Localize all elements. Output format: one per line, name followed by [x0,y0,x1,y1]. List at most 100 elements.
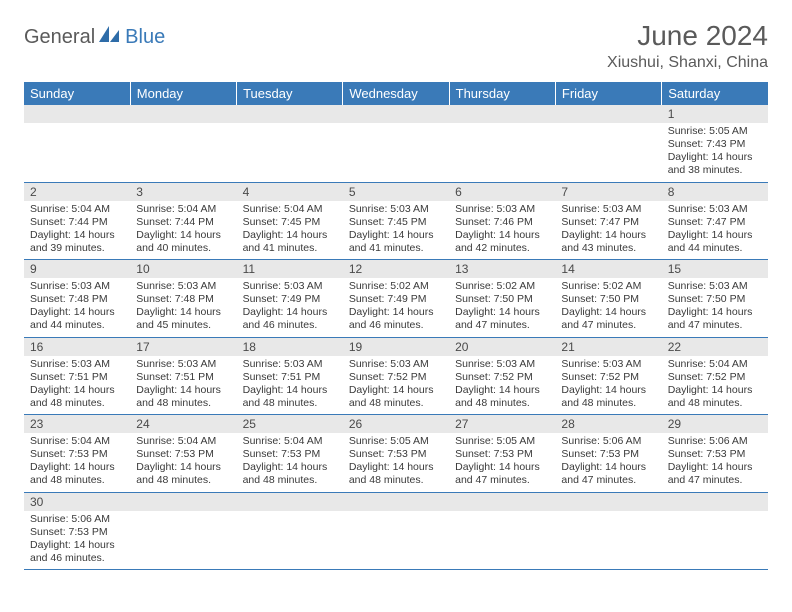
calendar-day-cell: 26Sunrise: 5:05 AMSunset: 7:53 PMDayligh… [343,415,449,493]
logo-sail-icon [99,26,121,49]
calendar-day-cell: 22Sunrise: 5:04 AMSunset: 7:52 PMDayligh… [662,337,768,415]
calendar-day-cell: 27Sunrise: 5:05 AMSunset: 7:53 PMDayligh… [449,415,555,493]
calendar-day-cell: 8Sunrise: 5:03 AMSunset: 7:47 PMDaylight… [662,182,768,260]
day-info: Sunrise: 5:06 AMSunset: 7:53 PMDaylight:… [662,433,768,492]
calendar-day-cell: 30Sunrise: 5:06 AMSunset: 7:53 PMDayligh… [24,492,130,570]
day-number: 5 [343,183,449,201]
day-info: Sunrise: 5:03 AMSunset: 7:47 PMDaylight:… [662,201,768,260]
calendar-day-cell: 6Sunrise: 5:03 AMSunset: 7:46 PMDaylight… [449,182,555,260]
day-number: 12 [343,260,449,278]
day-number: 30 [24,493,130,511]
calendar-page: GeneralBlue June 2024 Xiushui, Shanxi, C… [0,0,792,590]
calendar-day-cell: 17Sunrise: 5:03 AMSunset: 7:51 PMDayligh… [130,337,236,415]
day-number: 6 [449,183,555,201]
calendar-day-cell: 3Sunrise: 5:04 AMSunset: 7:44 PMDaylight… [130,182,236,260]
weekday-header: Friday [555,82,661,105]
calendar-day-cell: 18Sunrise: 5:03 AMSunset: 7:51 PMDayligh… [237,337,343,415]
day-info: Sunrise: 5:03 AMSunset: 7:50 PMDaylight:… [662,278,768,337]
calendar-week-row: 1Sunrise: 5:05 AMSunset: 7:43 PMDaylight… [24,105,768,182]
day-number: 11 [237,260,343,278]
day-number: 22 [662,338,768,356]
calendar-day-cell: 10Sunrise: 5:03 AMSunset: 7:48 PMDayligh… [130,260,236,338]
day-number: 7 [555,183,661,201]
day-info: Sunrise: 5:06 AMSunset: 7:53 PMDaylight:… [24,511,130,570]
calendar-day-cell: 28Sunrise: 5:06 AMSunset: 7:53 PMDayligh… [555,415,661,493]
calendar-week-row: 23Sunrise: 5:04 AMSunset: 7:53 PMDayligh… [24,415,768,493]
calendar-day-cell: 20Sunrise: 5:03 AMSunset: 7:52 PMDayligh… [449,337,555,415]
day-number: 15 [662,260,768,278]
calendar-day-cell: 29Sunrise: 5:06 AMSunset: 7:53 PMDayligh… [662,415,768,493]
calendar-day-cell: 12Sunrise: 5:02 AMSunset: 7:49 PMDayligh… [343,260,449,338]
day-number: 21 [555,338,661,356]
calendar-week-row: 2Sunrise: 5:04 AMSunset: 7:44 PMDaylight… [24,182,768,260]
day-info: Sunrise: 5:04 AMSunset: 7:53 PMDaylight:… [130,433,236,492]
day-info: Sunrise: 5:04 AMSunset: 7:53 PMDaylight:… [237,433,343,492]
calendar-table: Sunday Monday Tuesday Wednesday Thursday… [24,82,768,570]
calendar-day-cell: 5Sunrise: 5:03 AMSunset: 7:45 PMDaylight… [343,182,449,260]
calendar-day-cell [662,492,768,570]
logo: GeneralBlue [24,26,165,49]
weekday-header: Tuesday [237,82,343,105]
day-number: 28 [555,415,661,433]
calendar-day-cell: 9Sunrise: 5:03 AMSunset: 7:48 PMDaylight… [24,260,130,338]
day-number: 4 [237,183,343,201]
day-number: 10 [130,260,236,278]
day-info: Sunrise: 5:03 AMSunset: 7:47 PMDaylight:… [555,201,661,260]
day-info: Sunrise: 5:04 AMSunset: 7:53 PMDaylight:… [24,433,130,492]
location-text: Xiushui, Shanxi, China [607,54,768,72]
calendar-week-row: 9Sunrise: 5:03 AMSunset: 7:48 PMDaylight… [24,260,768,338]
calendar-day-cell [24,105,130,182]
calendar-day-cell: 1Sunrise: 5:05 AMSunset: 7:43 PMDaylight… [662,105,768,182]
day-number: 24 [130,415,236,433]
calendar-day-cell: 13Sunrise: 5:02 AMSunset: 7:50 PMDayligh… [449,260,555,338]
day-info: Sunrise: 5:03 AMSunset: 7:48 PMDaylight:… [130,278,236,337]
day-info: Sunrise: 5:03 AMSunset: 7:49 PMDaylight:… [237,278,343,337]
day-number: 3 [130,183,236,201]
calendar-day-cell [555,105,661,182]
calendar-day-cell: 23Sunrise: 5:04 AMSunset: 7:53 PMDayligh… [24,415,130,493]
day-number: 26 [343,415,449,433]
day-number: 8 [662,183,768,201]
calendar-day-cell: 21Sunrise: 5:03 AMSunset: 7:52 PMDayligh… [555,337,661,415]
day-number: 18 [237,338,343,356]
day-number: 19 [343,338,449,356]
day-info: Sunrise: 5:04 AMSunset: 7:45 PMDaylight:… [237,201,343,260]
calendar-week-row: 16Sunrise: 5:03 AMSunset: 7:51 PMDayligh… [24,337,768,415]
calendar-day-cell: 24Sunrise: 5:04 AMSunset: 7:53 PMDayligh… [130,415,236,493]
day-info: Sunrise: 5:05 AMSunset: 7:53 PMDaylight:… [449,433,555,492]
calendar-day-cell [130,492,236,570]
day-info: Sunrise: 5:04 AMSunset: 7:44 PMDaylight:… [24,201,130,260]
day-info: Sunrise: 5:04 AMSunset: 7:44 PMDaylight:… [130,201,236,260]
calendar-day-cell [237,492,343,570]
day-number: 14 [555,260,661,278]
day-number: 27 [449,415,555,433]
day-info: Sunrise: 5:02 AMSunset: 7:50 PMDaylight:… [555,278,661,337]
weekday-header: Thursday [449,82,555,105]
day-number: 2 [24,183,130,201]
calendar-day-cell [449,105,555,182]
title-block: June 2024 Xiushui, Shanxi, China [607,20,768,72]
day-info: Sunrise: 5:03 AMSunset: 7:52 PMDaylight:… [555,356,661,415]
day-number: 16 [24,338,130,356]
day-info: Sunrise: 5:04 AMSunset: 7:52 PMDaylight:… [662,356,768,415]
day-info: Sunrise: 5:03 AMSunset: 7:46 PMDaylight:… [449,201,555,260]
day-info: Sunrise: 5:02 AMSunset: 7:49 PMDaylight:… [343,278,449,337]
calendar-day-cell [343,492,449,570]
calendar-day-cell: 19Sunrise: 5:03 AMSunset: 7:52 PMDayligh… [343,337,449,415]
day-info: Sunrise: 5:03 AMSunset: 7:51 PMDaylight:… [130,356,236,415]
day-info: Sunrise: 5:06 AMSunset: 7:53 PMDaylight:… [555,433,661,492]
calendar-day-cell [449,492,555,570]
calendar-day-cell [343,105,449,182]
day-info: Sunrise: 5:05 AMSunset: 7:53 PMDaylight:… [343,433,449,492]
day-number: 25 [237,415,343,433]
day-info: Sunrise: 5:03 AMSunset: 7:51 PMDaylight:… [237,356,343,415]
logo-text-general: General [24,26,95,49]
weekday-header: Monday [130,82,236,105]
day-number: 20 [449,338,555,356]
calendar-day-cell: 7Sunrise: 5:03 AMSunset: 7:47 PMDaylight… [555,182,661,260]
day-info: Sunrise: 5:02 AMSunset: 7:50 PMDaylight:… [449,278,555,337]
calendar-day-cell: 14Sunrise: 5:02 AMSunset: 7:50 PMDayligh… [555,260,661,338]
day-info: Sunrise: 5:03 AMSunset: 7:51 PMDaylight:… [24,356,130,415]
calendar-day-cell: 25Sunrise: 5:04 AMSunset: 7:53 PMDayligh… [237,415,343,493]
day-number: 9 [24,260,130,278]
